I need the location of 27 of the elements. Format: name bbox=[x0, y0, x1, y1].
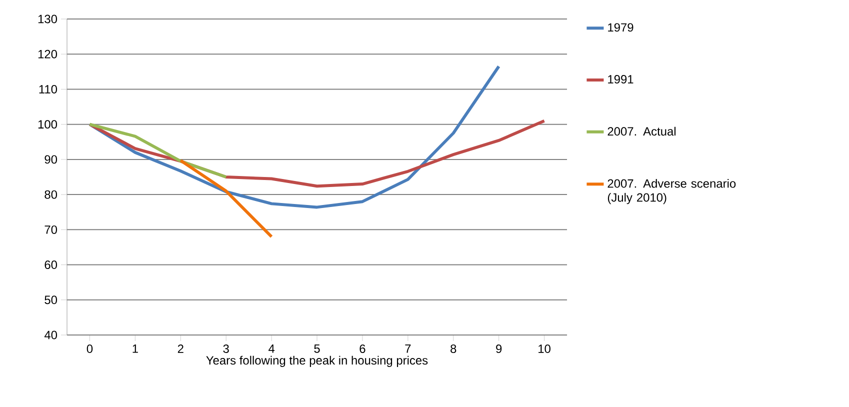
x-tick-label: 5 bbox=[314, 344, 320, 353]
y-tick-label: 80 bbox=[44, 190, 58, 199]
y-tick-label: 50 bbox=[44, 296, 58, 304]
x-axis-title: Years following the peak in housing prices bbox=[206, 356, 428, 367]
legend-label: 2007. Adverse scenario (July 2010) bbox=[608, 178, 736, 204]
x-tick-label: 10 bbox=[538, 344, 550, 353]
x-tick-label: 2 bbox=[178, 344, 184, 353]
x-tick-label: 0 bbox=[86, 344, 93, 353]
y-tick-label: 100 bbox=[38, 120, 58, 129]
y-tick-label: 90 bbox=[44, 155, 58, 164]
x-tick-label: 3 bbox=[223, 344, 229, 353]
legend-label: 2007. Actual bbox=[608, 126, 676, 136]
y-tick-label: 40 bbox=[44, 330, 58, 340]
y-tick-label: 70 bbox=[44, 225, 58, 234]
y-tick-label: 120 bbox=[38, 50, 58, 58]
line-series bbox=[88, 122, 228, 178]
x-tick-label: 1 bbox=[132, 344, 138, 353]
x-tick-label: 6 bbox=[360, 344, 366, 353]
x-tick-label: 4 bbox=[268, 344, 275, 353]
x-tick-label: 8 bbox=[450, 344, 456, 353]
x-tick-label: 7 bbox=[405, 344, 411, 353]
y-tick-label: 130 bbox=[38, 14, 58, 24]
y-tick-label: 110 bbox=[39, 84, 58, 94]
legend-label: 1991 bbox=[608, 75, 634, 84]
x-tick-label: 9 bbox=[496, 344, 502, 353]
legend-label: 1979 bbox=[608, 23, 634, 32]
y-tick-label: 60 bbox=[44, 260, 58, 270]
